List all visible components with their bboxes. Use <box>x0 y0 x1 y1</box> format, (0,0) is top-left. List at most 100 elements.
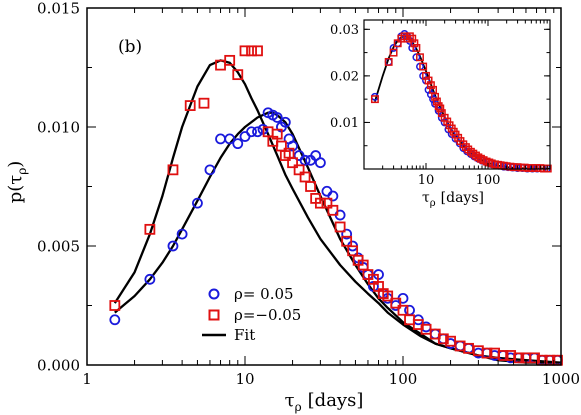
data-point-square <box>299 171 311 183</box>
data-point-square <box>382 290 394 302</box>
data-point-square <box>327 204 339 216</box>
inset-x-axis-label-subscript: ρ <box>430 198 436 209</box>
inset-x-axis-label-symbol: τ <box>422 190 430 206</box>
inset-tick-marks <box>363 20 551 170</box>
legend-marker-rho-positive <box>208 288 220 300</box>
inset-x-axis-label-unit: [days] <box>441 190 484 206</box>
data-point-square <box>198 97 210 109</box>
data-point-square <box>305 181 316 192</box>
data-point-square <box>341 235 353 247</box>
data-point-circle <box>287 140 298 152</box>
main-chart-marks <box>109 45 563 366</box>
data-point-square <box>252 45 263 57</box>
data-point-circle <box>109 314 121 326</box>
inset-tick-labels: 10 100 0.01 0.02 0.03 <box>330 23 500 188</box>
data-point-circle <box>204 164 216 176</box>
y-tick-label: 0.000 <box>37 356 80 374</box>
data-point-circle <box>271 112 283 123</box>
legend-marker-rho-negative <box>208 309 220 321</box>
legend-label-fit: Fit <box>234 326 255 344</box>
x-tick-label: 1 <box>82 370 92 388</box>
inset-plot-frame <box>363 19 551 170</box>
data-point-circle <box>176 228 188 240</box>
x-tick-label: 100 <box>389 370 418 388</box>
data-point-circle <box>314 157 326 169</box>
data-point-square <box>419 62 428 71</box>
x-tick-label: 10 <box>235 370 254 388</box>
data-point-square <box>532 164 541 173</box>
data-point-circle <box>252 126 263 138</box>
data-point-square <box>224 54 236 66</box>
data-point-square <box>397 304 409 316</box>
data-point-circle <box>232 138 244 150</box>
y-tick-label: 0.03 <box>330 23 359 38</box>
data-point-square <box>321 197 333 209</box>
data-point-square <box>287 157 298 169</box>
data-point-square <box>390 297 402 309</box>
data-point-square <box>431 92 440 101</box>
legend-label-rho-negative: ρ=−0.05 <box>234 306 301 324</box>
data-point-square <box>184 100 196 111</box>
inset-chart: 10 100 0.01 0.02 0.03 τρ [days] <box>330 19 552 209</box>
data-point-square <box>497 350 509 361</box>
data-point-square <box>370 95 379 104</box>
data-point-square <box>314 197 326 209</box>
data-point-circle <box>144 273 156 285</box>
data-point-square <box>232 69 244 81</box>
data-point-circle <box>408 43 417 52</box>
main-tick-labels: 1 10 100 1000 0.000 0.005 0.010 0.015 <box>37 0 580 388</box>
data-point-circle <box>224 133 236 145</box>
main-x-axis-label-unit: [days] <box>308 390 364 411</box>
data-point-circle <box>310 150 322 161</box>
legend-label-rho-positive: ρ= 0.05 <box>234 285 294 303</box>
data-point-circle <box>389 43 398 52</box>
data-point-square <box>416 53 424 62</box>
y-tick-label: 0.015 <box>37 0 80 17</box>
data-point-circle <box>246 126 257 138</box>
x-tick-label: 1000 <box>542 370 580 388</box>
data-point-square <box>424 76 433 85</box>
data-point-square <box>389 48 398 57</box>
y-tick-label: 0.01 <box>330 116 359 131</box>
data-point-circle <box>327 190 339 202</box>
data-point-square <box>293 164 305 176</box>
data-point-circle <box>167 240 179 252</box>
data-point-square <box>481 347 493 359</box>
data-point-circle <box>279 116 291 128</box>
fit-curve <box>114 111 561 364</box>
inset-chart-marks <box>370 30 552 173</box>
data-point-circle <box>341 228 353 240</box>
main-y-axis-label: p(τρ) <box>5 161 29 204</box>
data-point-square <box>347 245 359 257</box>
main-y-axis-label-close: ) <box>5 161 26 168</box>
y-tick-label: 0.005 <box>37 237 80 255</box>
main-x-axis-label-symbol: τ <box>285 390 295 411</box>
data-point-square <box>505 350 517 361</box>
main-y-axis-label-subscript: ρ <box>15 168 29 175</box>
x-tick-label: 100 <box>476 173 501 188</box>
data-point-circle <box>192 197 203 209</box>
data-point-square <box>461 143 470 152</box>
data-point-square <box>437 333 449 345</box>
data-point-square <box>436 104 445 113</box>
data-point-square <box>109 300 121 311</box>
legend: ρ= 0.05 ρ=−0.05 Fit <box>202 285 301 344</box>
data-point-square <box>271 128 283 140</box>
main-x-axis-label: τρ [days] <box>285 390 364 414</box>
inset-background <box>364 20 550 169</box>
data-point-square <box>410 39 419 48</box>
main-x-axis-label-subscript: ρ <box>295 400 302 414</box>
data-point-square <box>246 45 257 57</box>
data-point-square <box>529 352 540 364</box>
data-point-square <box>405 32 414 41</box>
main-y-axis-label-symbol: p(τ <box>5 175 26 204</box>
data-point-square <box>426 81 435 90</box>
data-point-circle <box>299 154 311 166</box>
data-point-square <box>239 45 251 57</box>
data-point-square <box>408 34 417 43</box>
y-tick-label: 0.02 <box>330 69 359 84</box>
data-point-square <box>167 164 179 176</box>
data-point-square <box>334 221 346 233</box>
